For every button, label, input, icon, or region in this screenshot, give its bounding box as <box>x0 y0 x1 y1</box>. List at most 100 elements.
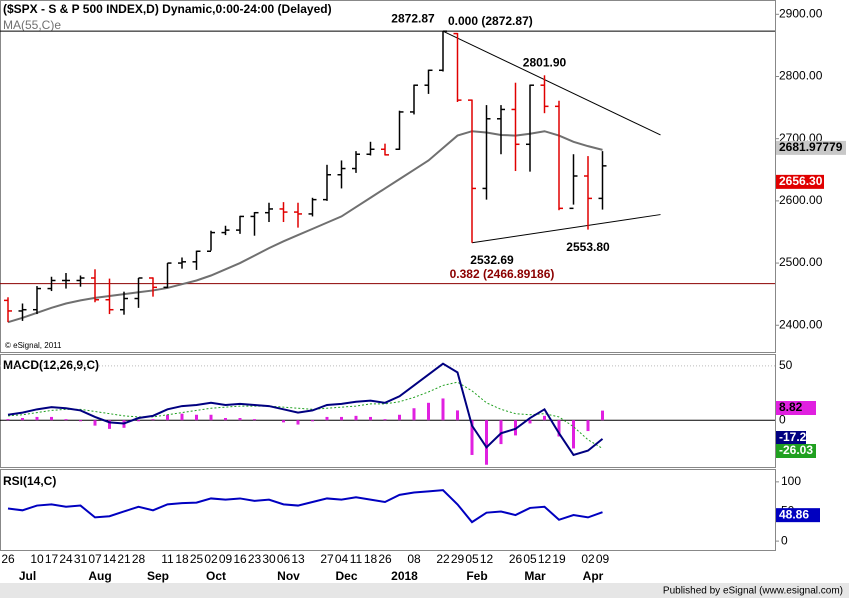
x-tick-label: 04 <box>335 552 349 566</box>
macd-tick-label: 50 <box>779 358 793 372</box>
x-tick-label: 02 <box>581 552 595 566</box>
macd-histogram <box>93 420 97 426</box>
macd-histogram <box>601 410 604 421</box>
x-tick-label: 27 <box>320 552 334 566</box>
footer: Published by eSignal (www.esignal.com) <box>663 586 843 597</box>
x-tick-label: 16 <box>233 552 247 566</box>
macd-histogram <box>311 420 314 422</box>
macd-last: -17.2 <box>779 430 807 444</box>
macd-histogram <box>485 420 488 465</box>
annotation: 2801.90 <box>523 55 567 69</box>
rsi-tick-label: 0 <box>781 533 788 547</box>
y-tick-label: 2600.00 <box>779 193 823 207</box>
x-tick-label: 06 <box>277 552 291 566</box>
macd-histogram <box>35 416 39 421</box>
y-tick-label: 2500.00 <box>779 255 823 269</box>
x-tick-label: 17 <box>45 552 59 566</box>
month-label: Mar <box>524 569 546 583</box>
macd-histogram <box>282 420 285 423</box>
macd-last-box <box>776 431 806 445</box>
month-label: Jul <box>19 569 36 583</box>
ma-last: 2681.97779 <box>779 140 843 154</box>
hist-last-box <box>776 401 816 415</box>
macd-histogram <box>427 402 430 421</box>
x-tick-label: 26 <box>378 552 392 566</box>
macd-histogram <box>151 419 155 421</box>
chart-title: ($SPX - S & P 500 INDEX,D) Dynamic,0:00-… <box>3 2 332 16</box>
x-tick-label: 22 <box>436 552 450 566</box>
month-label: Feb <box>466 569 487 583</box>
x-tick-label: 30 <box>262 552 276 566</box>
y-tick-label: 2800.00 <box>779 69 823 83</box>
rsi-panel <box>0 469 776 551</box>
x-tick-label: 24 <box>59 552 73 566</box>
rsi-tick-label: 100 <box>781 474 801 488</box>
macd-histogram <box>6 419 10 421</box>
macd-histogram <box>296 420 300 425</box>
macd-histogram <box>238 418 242 421</box>
x-tick-label: 08 <box>407 552 421 566</box>
fib-label: 0.000 (2872.87) <box>448 14 533 28</box>
macd-histogram <box>499 420 503 445</box>
macd-histogram <box>64 419 68 421</box>
x-tick-label: 18 <box>175 552 189 566</box>
macd-histogram <box>543 415 546 421</box>
rsi-line <box>7 489 603 524</box>
x-tick-label: 09 <box>596 552 610 566</box>
fib-label: 0.382 (2466.89186) <box>450 267 555 281</box>
macd-histogram <box>572 420 575 449</box>
macd-histogram <box>195 414 198 421</box>
macd-histogram <box>528 420 532 424</box>
x-tick-label: 10 <box>30 552 44 566</box>
ma-legend: MA(55,C)e <box>3 18 61 32</box>
x-tick-label: 12 <box>480 552 494 566</box>
footer-bar <box>0 583 849 598</box>
annotation: 2553.80 <box>566 240 610 254</box>
macd-histogram <box>21 418 24 421</box>
x-tick-label: 18 <box>364 552 378 566</box>
macd-histogram <box>340 416 343 421</box>
month-label: Sep <box>147 569 169 583</box>
x-tick-label: 29 <box>451 552 465 566</box>
macd-histogram <box>253 419 256 421</box>
macd-histogram <box>456 410 459 421</box>
x-tick-label: 11 <box>350 552 363 566</box>
trendline <box>471 214 661 244</box>
x-tick-label: 26 <box>1 552 15 566</box>
close-last-box <box>776 174 824 189</box>
x-tick-label: 13 <box>291 552 305 566</box>
y-tick-label: 2400.00 <box>779 317 823 331</box>
macd-histogram <box>586 420 590 432</box>
x-tick-label: 12 <box>538 552 552 566</box>
macd-histogram <box>50 416 53 421</box>
rsi-last: 48.86 <box>779 507 809 521</box>
rsi-last-box <box>776 508 820 523</box>
ma-last-box <box>776 140 846 155</box>
hist-last: 8.82 <box>779 400 803 414</box>
macd-tick-label: 0 <box>779 412 786 426</box>
trendline <box>442 30 661 136</box>
x-tick-label: 21 <box>117 552 131 566</box>
close-last: 2656.30 <box>779 174 823 188</box>
x-tick-label: 19 <box>552 552 566 566</box>
y-tick-label: 2900.00 <box>779 6 823 20</box>
x-tick-label: 23 <box>248 552 262 566</box>
macd-panel <box>0 354 776 468</box>
signal-last-box <box>776 444 816 458</box>
macd-histogram <box>108 420 111 429</box>
month-label: 2018 <box>391 569 418 583</box>
macd-histogram <box>137 420 140 422</box>
x-tick-label: 28 <box>132 552 146 566</box>
ma-line <box>7 130 603 324</box>
month-label: Nov <box>277 569 300 583</box>
x-tick-label: 25 <box>190 552 204 566</box>
x-tick-label: 14 <box>103 552 117 566</box>
macd-histogram <box>166 414 169 421</box>
x-tick-label: 31 <box>74 552 88 566</box>
month-label: Oct <box>206 569 226 583</box>
macd-histogram <box>383 419 387 421</box>
x-tick-label: 09 <box>219 552 233 566</box>
macd-histogram <box>224 418 227 421</box>
